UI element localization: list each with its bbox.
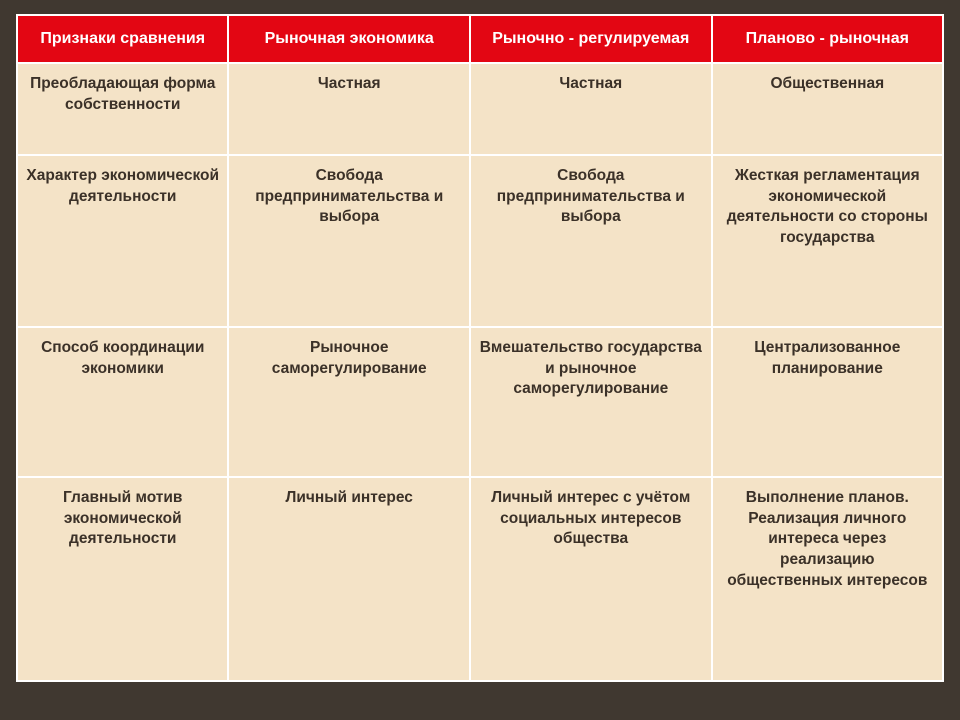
table-row: Преобладающая форма собственности Частна… — [17, 63, 943, 155]
row-label: Способ координации экономики — [17, 327, 228, 477]
cell: Частная — [228, 63, 470, 155]
header-cell: Планово - рыночная — [712, 15, 943, 63]
header-cell: Признаки сравнения — [17, 15, 228, 63]
header-cell: Рыночно - регулируемая — [470, 15, 712, 63]
cell: Централизованное планирование — [712, 327, 943, 477]
table-row: Характер экономической деятельности Своб… — [17, 155, 943, 327]
row-label: Преобладающая форма собственности — [17, 63, 228, 155]
cell: Свобода предпринимательства и выбора — [470, 155, 712, 327]
cell: Общественная — [712, 63, 943, 155]
table-row: Главный мотив экономической деятельности… — [17, 477, 943, 681]
cell: Личный интерес — [228, 477, 470, 681]
row-label: Характер экономической деятельности — [17, 155, 228, 327]
cell: Свобода предпринимательства и выбора — [228, 155, 470, 327]
comparison-table: Признаки сравнения Рыночная экономика Ры… — [16, 14, 944, 682]
cell: Рыночное саморегулирование — [228, 327, 470, 477]
cell: Жесткая регламентация экономической деят… — [712, 155, 943, 327]
cell: Частная — [470, 63, 712, 155]
cell: Выполнение планов. Реализация личного ин… — [712, 477, 943, 681]
table-header: Признаки сравнения Рыночная экономика Ры… — [17, 15, 943, 63]
cell: Личный интерес с учётом социальных интер… — [470, 477, 712, 681]
table-row: Способ координации экономики Рыночное са… — [17, 327, 943, 477]
header-cell: Рыночная экономика — [228, 15, 470, 63]
cell: Вмешательство государства и рыночное сам… — [470, 327, 712, 477]
row-label: Главный мотив экономической деятельности — [17, 477, 228, 681]
